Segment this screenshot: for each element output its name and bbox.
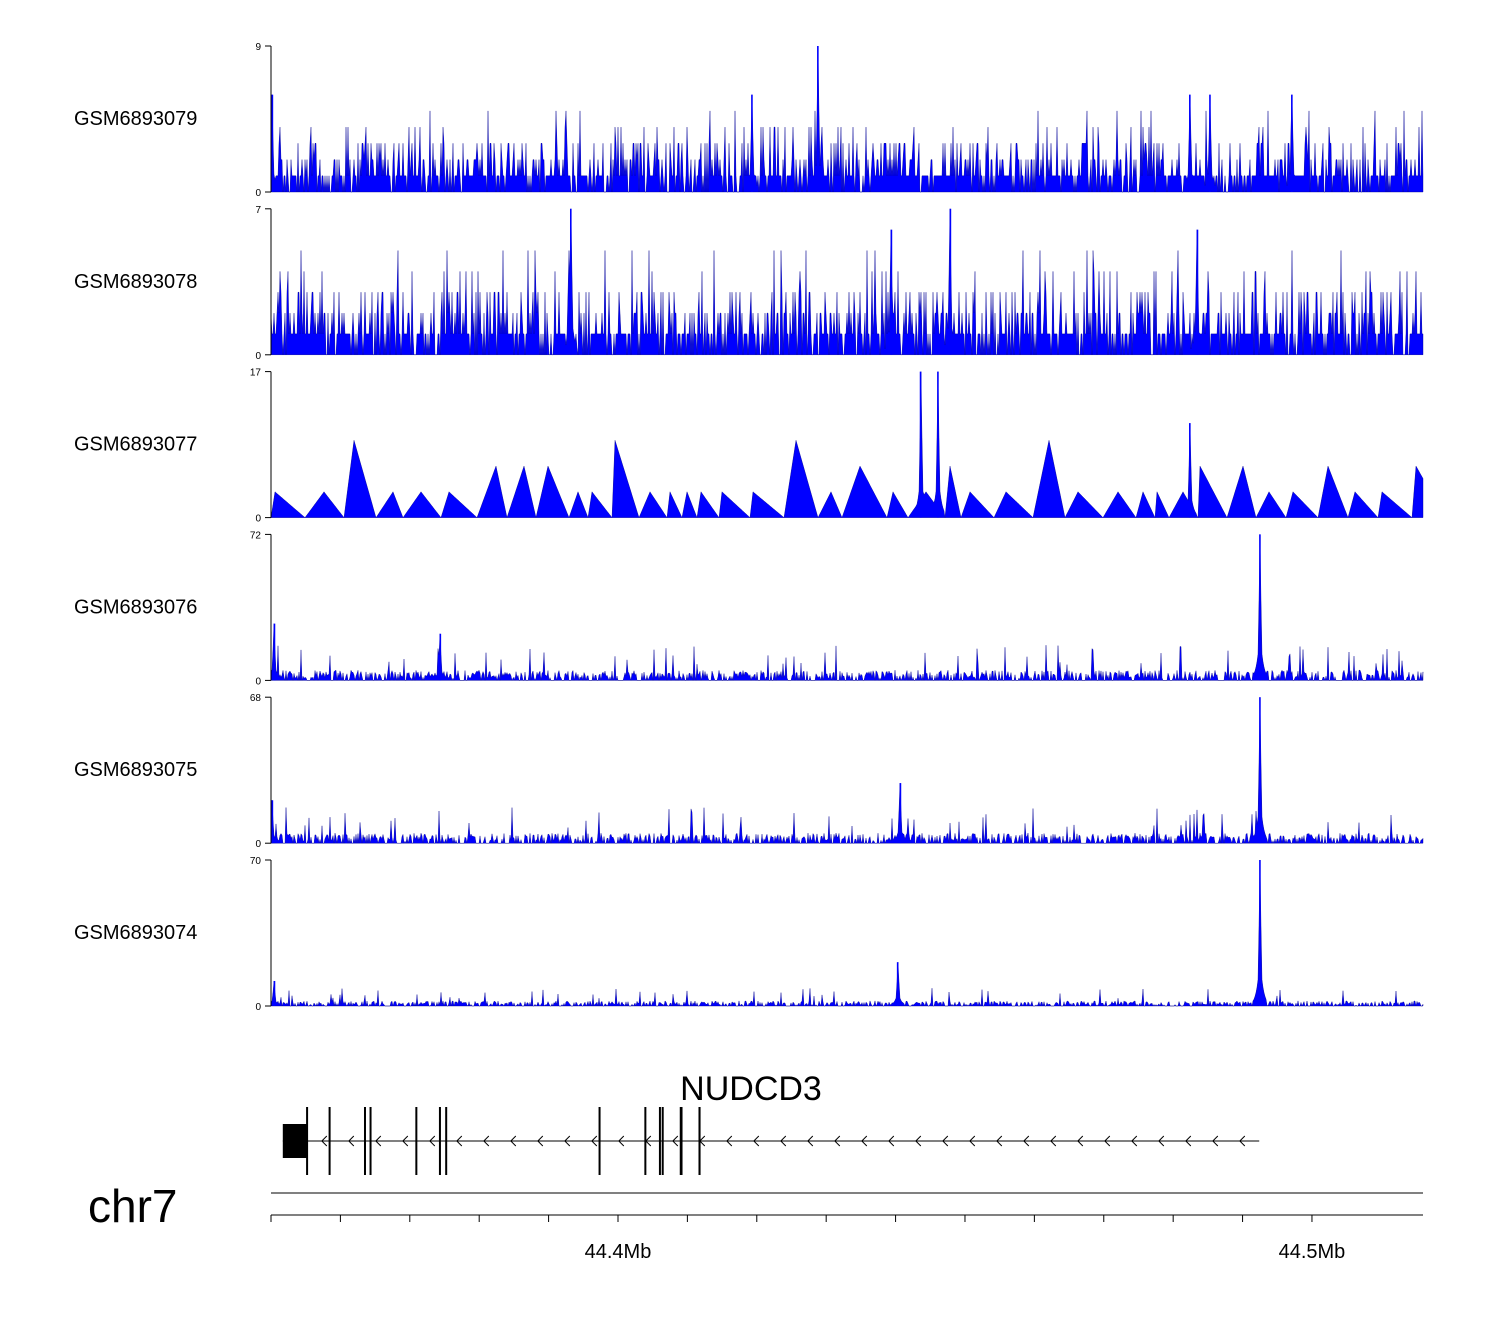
strand-arrow: [1239, 1135, 1246, 1147]
strand-arrow: [564, 1135, 571, 1147]
y-max-label: 68: [250, 693, 262, 704]
strand-arrow: [996, 1135, 1003, 1147]
exon-mark: [445, 1107, 448, 1175]
strand-arrow: [753, 1135, 760, 1147]
track-GSM6893074: 70 0 GSM6893074: [74, 856, 1424, 1013]
exon-mark: [661, 1107, 664, 1175]
strand-arrow: [375, 1135, 382, 1147]
strand-arrow: [1131, 1135, 1138, 1147]
x-tick-label: 44.5Mb: [1279, 1241, 1346, 1263]
strand-arrow: [1158, 1135, 1165, 1147]
strand-arrow: [348, 1135, 355, 1147]
track-GSM6893077: 17 0 GSM6893077: [74, 368, 1424, 525]
y-max-label: 17: [250, 368, 262, 379]
sample-label: GSM6893078: [74, 271, 197, 293]
signal-area: [270, 371, 1424, 519]
strand-arrow: [537, 1135, 544, 1147]
strand-arrow: [1077, 1135, 1084, 1147]
exon-mark: [658, 1107, 661, 1175]
track-GSM6893078: 7 0 GSM6893078: [74, 205, 1424, 362]
strand-arrow: [1212, 1135, 1219, 1147]
strand-arrow: [456, 1135, 463, 1147]
strand-arrow: [726, 1135, 733, 1147]
exon-mark: [644, 1107, 647, 1175]
y-max-label: 70: [250, 856, 262, 867]
strand-arrow: [402, 1135, 409, 1147]
strand-arrow: [807, 1135, 814, 1147]
exon-mark: [438, 1107, 441, 1175]
exon-mark: [415, 1107, 418, 1175]
y-min-label: 0: [255, 514, 261, 525]
x-tick-label: 44.4Mb: [585, 1241, 652, 1263]
strand-arrow: [672, 1135, 679, 1147]
y-min-label: 0: [255, 839, 261, 850]
signal-area: [270, 859, 1424, 1007]
strand-arrow: [1050, 1135, 1057, 1147]
strand-arrow: [969, 1135, 976, 1147]
strand-arrow: [888, 1135, 895, 1147]
sample-label: GSM6893075: [74, 759, 197, 781]
strand-arrow: [942, 1135, 949, 1147]
track-GSM6893075: 68 0 GSM6893075: [74, 693, 1424, 850]
signal-tracks: 90GSM689307970GSM6893078170GSM6893077720…: [74, 42, 1424, 1013]
strand-arrow: [1023, 1135, 1030, 1147]
strand-arrow: [591, 1135, 598, 1147]
track-GSM6893079: 9 0 GSM6893079: [74, 42, 1424, 199]
exon-mark: [598, 1107, 601, 1175]
strand-arrow: [1104, 1135, 1111, 1147]
gene-name: NUDCD3: [680, 1070, 822, 1108]
signal-area: [270, 697, 1424, 844]
strand-arrow: [834, 1135, 841, 1147]
sample-label: GSM6893076: [74, 596, 197, 618]
y-max-label: 7: [255, 205, 261, 216]
strand-arrow: [510, 1135, 517, 1147]
track-GSM6893076: 72 0 GSM6893076: [74, 530, 1424, 687]
exon-mark: [369, 1107, 372, 1175]
signal-area: [270, 45, 1424, 193]
sample-label: GSM6893074: [74, 922, 197, 944]
gene-annotation-track: NUDCD3: [282, 1070, 1260, 1175]
y-min-label: 0: [255, 188, 261, 199]
y-max-label: 9: [255, 42, 261, 53]
strand-arrow: [618, 1135, 625, 1147]
strand-arrow: [780, 1135, 787, 1147]
y-min-label: 0: [255, 676, 261, 687]
chromosome-label: chr7: [88, 1180, 177, 1232]
utr-block: [282, 1124, 308, 1158]
strand-arrow: [321, 1135, 328, 1147]
strand-arrow: [1185, 1135, 1192, 1147]
exon-mark: [698, 1107, 701, 1175]
exon-mark: [328, 1107, 331, 1175]
signal-area: [270, 534, 1424, 682]
exon-mark: [679, 1107, 683, 1175]
genomic-axis: 44.4Mb 44.5Mb: [270, 1192, 1423, 1263]
y-min-label: 0: [255, 1002, 261, 1013]
y-max-label: 72: [250, 530, 262, 541]
strand-arrow: [483, 1135, 490, 1147]
y-min-label: 0: [255, 351, 261, 362]
strand-arrow: [915, 1135, 922, 1147]
signal-area: [270, 208, 1424, 355]
strand-arrow: [861, 1135, 868, 1147]
sample-label: GSM6893077: [74, 434, 197, 456]
exon-mark: [363, 1107, 366, 1175]
sample-label: GSM6893079: [74, 108, 197, 130]
strand-arrow: [429, 1135, 436, 1147]
